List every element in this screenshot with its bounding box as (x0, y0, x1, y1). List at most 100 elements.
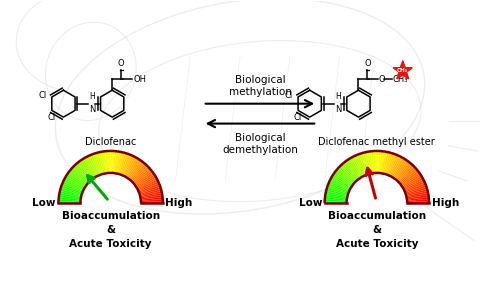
Wedge shape (396, 164, 412, 181)
Wedge shape (130, 164, 146, 181)
Wedge shape (370, 151, 374, 173)
Wedge shape (141, 201, 163, 203)
Wedge shape (58, 197, 80, 201)
Wedge shape (386, 153, 395, 175)
Wedge shape (360, 153, 368, 175)
Wedge shape (340, 165, 356, 182)
Wedge shape (390, 157, 402, 177)
Wedge shape (392, 158, 404, 177)
Text: Cl: Cl (38, 91, 47, 100)
Wedge shape (65, 176, 85, 188)
Text: Cl: Cl (48, 113, 56, 122)
Text: OH: OH (133, 75, 146, 84)
Wedge shape (140, 189, 162, 196)
Wedge shape (75, 164, 91, 181)
Wedge shape (388, 154, 397, 175)
Wedge shape (377, 151, 379, 173)
Wedge shape (407, 201, 429, 203)
Wedge shape (138, 183, 160, 193)
Wedge shape (327, 185, 348, 194)
Wedge shape (407, 195, 428, 200)
Wedge shape (334, 173, 352, 186)
Wedge shape (119, 153, 127, 175)
Wedge shape (368, 151, 374, 173)
Wedge shape (70, 169, 87, 184)
Wedge shape (325, 195, 347, 200)
Wedge shape (328, 181, 349, 192)
Wedge shape (59, 195, 81, 200)
Text: O: O (118, 59, 124, 68)
Wedge shape (112, 151, 115, 173)
Wedge shape (74, 165, 90, 182)
Wedge shape (402, 176, 422, 188)
Text: Low: Low (32, 198, 56, 208)
Wedge shape (66, 174, 86, 187)
Wedge shape (84, 158, 96, 177)
Wedge shape (398, 165, 414, 182)
Wedge shape (138, 180, 158, 191)
Text: N: N (335, 105, 342, 114)
Wedge shape (68, 171, 87, 185)
Wedge shape (330, 178, 350, 189)
Wedge shape (344, 161, 359, 179)
Wedge shape (353, 156, 364, 176)
Wedge shape (102, 151, 107, 173)
Text: O: O (364, 59, 370, 68)
Wedge shape (400, 169, 418, 184)
Wedge shape (113, 151, 117, 173)
Wedge shape (355, 155, 366, 176)
Wedge shape (338, 166, 355, 183)
Wedge shape (136, 176, 156, 188)
Text: H: H (335, 92, 341, 101)
Wedge shape (383, 152, 389, 174)
Text: Diclofenac methyl ester: Diclofenac methyl ester (318, 137, 435, 147)
Wedge shape (378, 151, 381, 173)
Wedge shape (404, 180, 424, 191)
Wedge shape (342, 164, 357, 181)
Wedge shape (126, 158, 138, 177)
Text: CH₃: CH₃ (397, 68, 408, 73)
Text: Diclofenac: Diclofenac (85, 137, 136, 147)
Wedge shape (373, 151, 376, 173)
Wedge shape (122, 155, 132, 176)
Wedge shape (406, 185, 426, 194)
Wedge shape (385, 153, 393, 175)
Wedge shape (126, 159, 140, 178)
Wedge shape (104, 151, 108, 173)
Wedge shape (62, 183, 82, 193)
Wedge shape (124, 157, 136, 177)
Wedge shape (110, 151, 112, 173)
Wedge shape (326, 189, 347, 196)
Wedge shape (100, 151, 106, 173)
Text: Cl: Cl (294, 113, 302, 122)
Wedge shape (392, 159, 406, 178)
Wedge shape (130, 162, 144, 180)
Wedge shape (405, 183, 426, 193)
Wedge shape (116, 151, 121, 173)
Wedge shape (139, 185, 160, 194)
Wedge shape (58, 201, 80, 203)
Wedge shape (332, 174, 351, 187)
Wedge shape (406, 189, 427, 196)
Text: Low: Low (298, 198, 322, 208)
Wedge shape (346, 160, 360, 179)
Text: Acute Toxicity: Acute Toxicity (336, 239, 418, 248)
Wedge shape (62, 181, 83, 192)
Wedge shape (108, 151, 110, 173)
Wedge shape (406, 191, 428, 197)
Wedge shape (332, 176, 351, 188)
Wedge shape (71, 168, 88, 183)
Polygon shape (394, 61, 412, 79)
Wedge shape (132, 166, 149, 183)
Wedge shape (124, 156, 134, 176)
Wedge shape (134, 169, 152, 184)
Wedge shape (328, 183, 349, 193)
Wedge shape (407, 197, 429, 201)
Wedge shape (380, 151, 385, 173)
Text: &: & (106, 225, 115, 235)
Wedge shape (58, 199, 80, 202)
Wedge shape (114, 151, 119, 173)
Wedge shape (399, 168, 416, 183)
Wedge shape (350, 158, 362, 177)
Wedge shape (90, 154, 100, 175)
